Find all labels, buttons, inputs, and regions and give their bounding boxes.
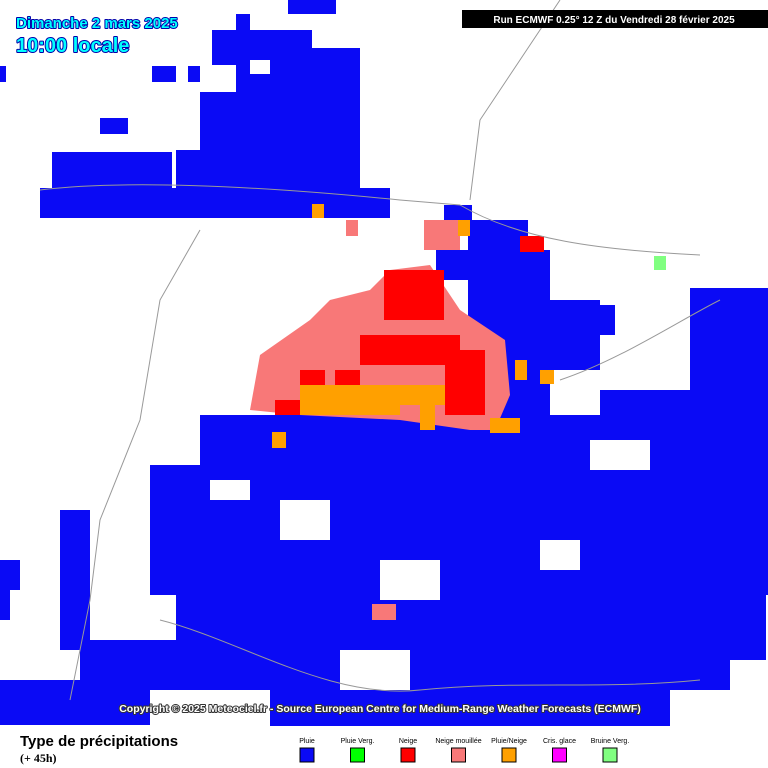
- rain-area: [0, 0, 768, 726]
- snow-area: [275, 236, 544, 415]
- legend: Pluie Pluie Verg. Neige Neige mouillée Pluie…: [299, 738, 630, 763]
- legend-swatch: [501, 747, 517, 763]
- legend-label: Neige mouillée: [435, 738, 481, 745]
- freezing-drizzle-area: [654, 256, 666, 270]
- dry-holes: [10, 60, 650, 690]
- legend-swatch: [400, 747, 416, 763]
- legend-swatch: [350, 747, 365, 763]
- map-date: Dimanche 2 mars 2025: [16, 15, 178, 32]
- legend-panel: [0, 728, 768, 768]
- legend-swatch: [552, 747, 567, 763]
- map-time: 10:00 locale: [16, 35, 129, 57]
- legend-title: Type de précipitations: [20, 733, 178, 750]
- legend-swatch: [299, 747, 315, 763]
- copyright: Copyright © 2025 Meteociel.fr - Source E…: [119, 703, 641, 715]
- legend-label: Pluie Verg.: [341, 738, 375, 745]
- legend-label: Neige: [399, 738, 417, 745]
- run-banner: [462, 10, 768, 28]
- legend-label: Bruine Verg.: [591, 738, 630, 745]
- borders: [39, 0, 721, 701]
- legend-swatch: [602, 747, 618, 763]
- legend-swatch: [451, 747, 466, 763]
- legend-label: Cris. glace: [543, 738, 576, 745]
- legend-label: Pluie/Neige: [491, 738, 527, 745]
- run-info: Run ECMWF 0.25° 12 Z du Vendredi 28 févr…: [493, 15, 735, 26]
- legend-label: Pluie: [299, 738, 315, 745]
- rain-snow-area: [272, 204, 554, 448]
- lead-time: (+ 45h): [20, 751, 57, 765]
